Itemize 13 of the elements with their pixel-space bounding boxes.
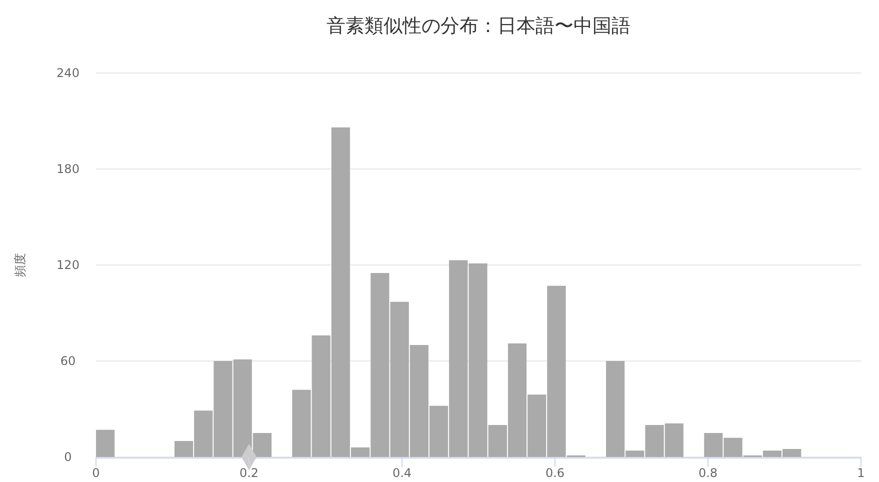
y-tick-label: 120	[56, 258, 80, 272]
x-tick-label: 0.6	[545, 466, 565, 480]
x-tick-label: 0.8	[698, 466, 718, 480]
x-tick-label: 0.2	[239, 466, 259, 480]
y-axis-title: 頻度	[13, 253, 27, 277]
x-tick-label: 0.4	[392, 466, 412, 480]
x-tick-label: 1	[857, 466, 865, 480]
x-tick-label: 0	[92, 466, 100, 480]
y-tick-label: 240	[56, 66, 80, 80]
chart-title: 音素類似性の分布：日本語〜中国語	[326, 15, 630, 37]
y-tick-label: 60	[60, 354, 76, 368]
y-tick-label: 180	[56, 162, 80, 176]
y-tick-label: 0	[64, 450, 72, 464]
